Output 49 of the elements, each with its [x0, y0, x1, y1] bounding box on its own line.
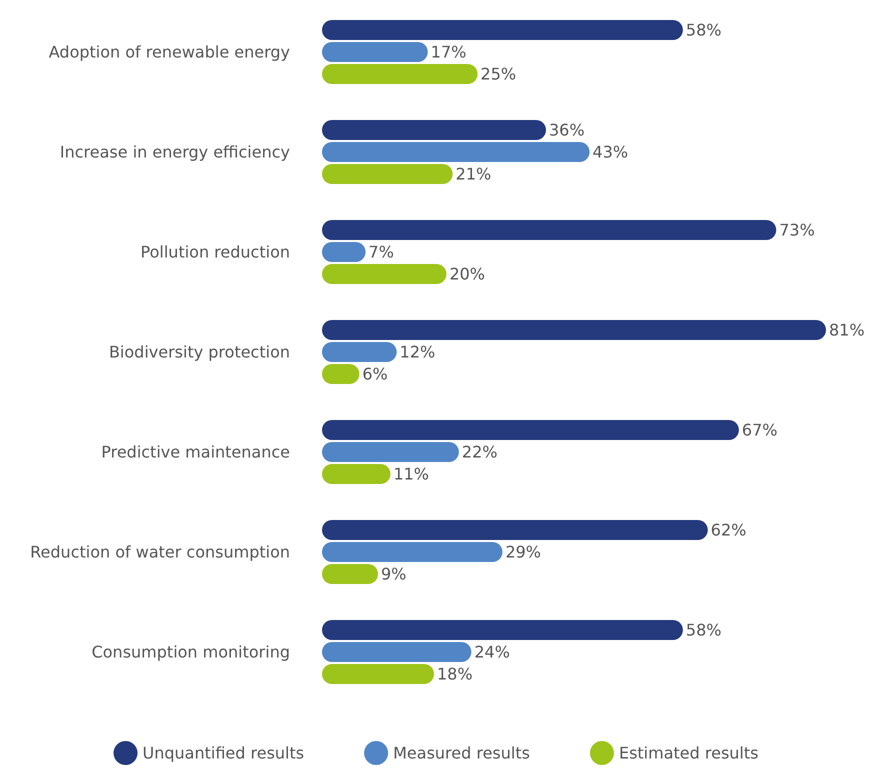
bar — [322, 342, 397, 362]
data-label: 67% — [742, 420, 778, 440]
data-label: 58% — [686, 620, 722, 640]
data-label: 25% — [480, 64, 516, 84]
bar — [322, 542, 502, 562]
data-label: 58% — [686, 20, 722, 40]
y-tick-label: Pollution reduction — [140, 242, 290, 262]
data-label: 24% — [474, 642, 510, 662]
legend-label: Estimated results — [618, 744, 758, 762]
bar — [322, 620, 683, 640]
bar — [322, 164, 453, 184]
bar — [322, 20, 683, 40]
bar — [322, 420, 739, 440]
bar — [322, 442, 459, 462]
bar — [322, 642, 472, 662]
y-tick-label: Reduction of water consumption — [30, 542, 290, 562]
data-label: 73% — [779, 220, 815, 240]
legend-label: Measured results — [393, 744, 530, 762]
bar — [322, 464, 390, 484]
data-label: 9% — [381, 564, 406, 584]
legend-label: Unquantified results — [142, 744, 304, 762]
data-label: 18% — [437, 664, 473, 684]
bar — [322, 42, 428, 62]
bar — [322, 64, 478, 84]
y-tick-label: Adoption of renewable energy — [48, 42, 290, 62]
bar — [322, 320, 826, 340]
data-label: 6% — [362, 364, 388, 384]
bar — [322, 120, 546, 140]
data-label: 17% — [430, 42, 466, 62]
y-tick-label: Biodiversity protection — [108, 342, 290, 362]
y-tick-label: Consumption monitoring — [92, 642, 290, 662]
data-label: 7% — [368, 242, 394, 262]
bar — [322, 520, 708, 540]
bar — [322, 220, 776, 240]
y-tick-label: Predictive maintenance — [101, 442, 290, 462]
data-label: 81% — [829, 320, 865, 340]
data-label: 62% — [710, 520, 746, 540]
data-label: 11% — [393, 464, 430, 484]
data-label: 21% — [456, 164, 492, 184]
bar — [322, 142, 590, 162]
data-label: 20% — [449, 264, 486, 284]
y-tick-label: Increase in energy efficiency — [60, 142, 290, 162]
bar — [322, 264, 446, 284]
data-label: 29% — [505, 542, 542, 562]
data-label: 43% — [592, 142, 628, 162]
bar — [322, 664, 434, 684]
data-label: 12% — [400, 342, 436, 362]
data-label: 36% — [549, 120, 585, 140]
data-label: 22% — [462, 442, 498, 462]
